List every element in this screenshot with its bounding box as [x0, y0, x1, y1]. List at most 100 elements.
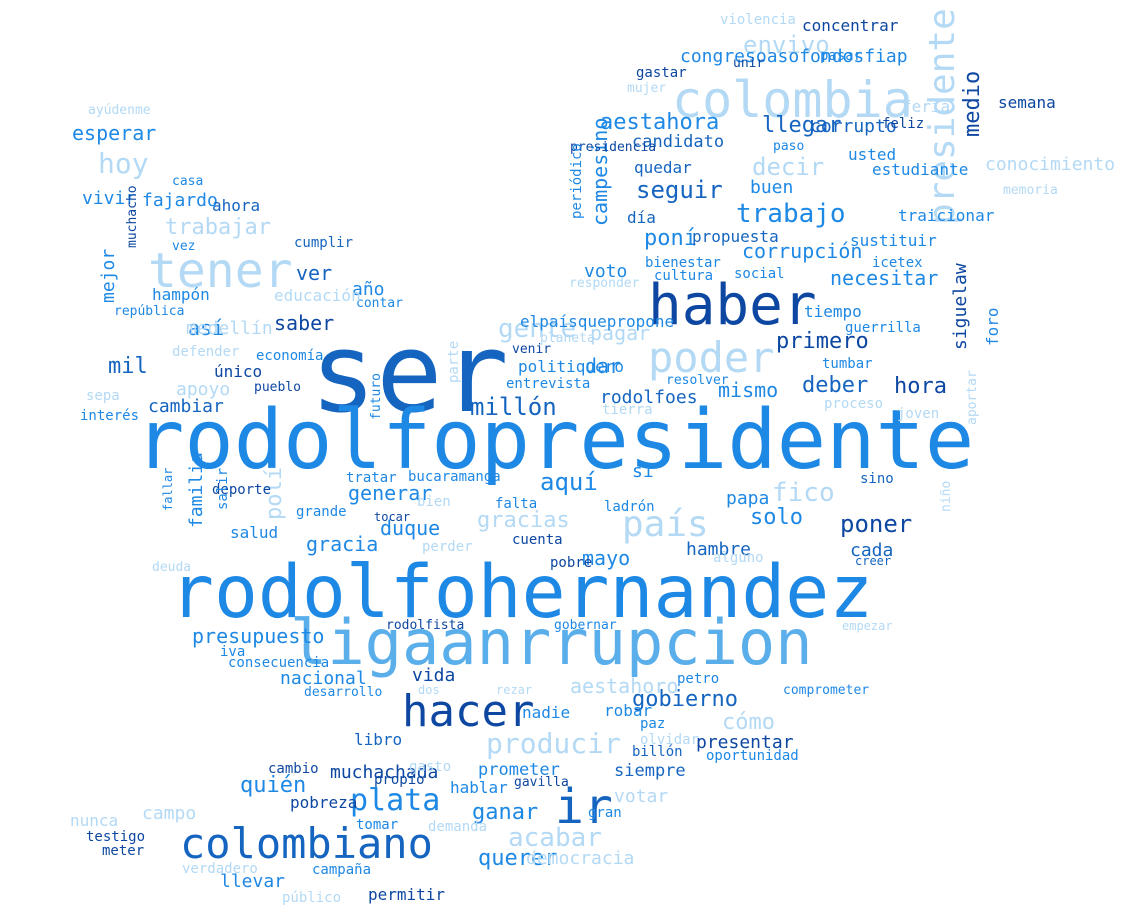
- word-salir: salir: [215, 467, 231, 510]
- word-tumbar: tumbar: [822, 356, 873, 372]
- word-planeta: planeta: [540, 331, 595, 346]
- word-rezar: rezar: [496, 683, 533, 697]
- word-mismo: mismo: [718, 378, 779, 402]
- word-gavilla: gavilla: [514, 775, 569, 790]
- word-responder: responder: [569, 276, 640, 291]
- word-duque: duque: [380, 516, 441, 540]
- word-resolver: resolver: [666, 373, 729, 388]
- word-democracia: democracia: [526, 848, 635, 869]
- word-poni: poní: [644, 226, 697, 251]
- word-deporte: deporte: [212, 482, 272, 498]
- word-grande: grande: [296, 504, 347, 520]
- word-como: cómo: [722, 710, 775, 735]
- word-quien: quién: [240, 773, 307, 798]
- word-producir: producir: [486, 727, 621, 760]
- word-violencia: violencia: [720, 12, 796, 28]
- word-creer: creer: [855, 554, 892, 568]
- word-unico: único: [214, 362, 263, 381]
- word-social: social: [734, 266, 785, 282]
- word-parte: parte: [446, 340, 462, 383]
- word-hora: hora: [894, 374, 947, 399]
- word-dos: dos: [418, 683, 440, 697]
- word-aestahora: aestahora: [600, 110, 720, 135]
- word-papa: papa: [726, 488, 770, 509]
- word-ser: ser: [310, 309, 509, 437]
- word-hoy: hoy: [98, 147, 149, 180]
- word-solo: solo: [750, 505, 803, 530]
- word-usted: usted: [848, 145, 897, 164]
- word-falta: falta: [495, 496, 538, 512]
- word-icetex: icetex: [872, 255, 923, 271]
- word-campana: campaña: [312, 862, 372, 878]
- word-entrevista: entrevista: [506, 376, 591, 392]
- word-billon: billón: [632, 744, 683, 760]
- word-joven: joven: [897, 406, 940, 422]
- word-hablar: hablar: [450, 778, 508, 797]
- word-si: si: [632, 461, 654, 482]
- word-vivir: vivir: [82, 188, 137, 209]
- word-dia: día: [627, 208, 656, 227]
- word-pagar: pagar: [590, 321, 651, 345]
- word-colombia: colombia: [672, 71, 913, 129]
- word-pobre: pobre: [550, 555, 593, 571]
- word-ver: ver: [296, 261, 333, 285]
- word-tratar: tratar: [346, 470, 397, 486]
- word-votar: votar: [614, 786, 669, 807]
- word-perder: perder: [422, 539, 473, 555]
- word-nadie: nadie: [522, 703, 571, 722]
- word-muchachada: muchachada: [330, 762, 439, 783]
- word-cuenta: cuenta: [512, 532, 563, 548]
- word-venir: venir: [512, 342, 552, 357]
- word-fajardo: fajardo: [142, 190, 218, 211]
- word-feliz: feliz: [882, 116, 925, 132]
- word-interes: interés: [80, 408, 140, 424]
- word-conocimiento: conocimiento: [985, 154, 1116, 175]
- word-cambio: cambio: [268, 761, 319, 777]
- word-fallar: fallar: [161, 467, 175, 511]
- word-mujer: mujer: [627, 81, 667, 96]
- word-permitir: permitir: [368, 885, 446, 904]
- word-cambiar: cambiar: [148, 396, 224, 417]
- word-mil: mil: [108, 354, 148, 379]
- word-sino: sino: [860, 471, 894, 487]
- word-demanda: demanda: [428, 819, 488, 835]
- word-publico: público: [282, 890, 342, 906]
- word-libro: libro: [354, 730, 403, 749]
- word-muchacho: muchacho: [125, 185, 140, 248]
- word-primero: primero: [776, 329, 869, 354]
- word-aestahoro: aestahoro: [570, 674, 679, 698]
- word-esperar: esperar: [72, 121, 157, 145]
- word-rodolfista: rodolfista: [386, 618, 465, 633]
- word-presentar: presentar: [696, 732, 794, 753]
- word-deber: deber: [802, 373, 869, 398]
- word-gran: gran: [588, 805, 622, 821]
- word-proceso: proceso: [824, 396, 884, 412]
- word-cultura: cultura: [654, 268, 714, 284]
- word-apoyo: apoyo: [176, 379, 231, 400]
- word-presupuesto: presupuesto: [192, 624, 325, 648]
- word-acabar: acabar: [508, 823, 602, 853]
- word-campesino: campesino: [588, 117, 612, 226]
- word-ayudenme: ayúdenme: [88, 103, 151, 118]
- word-tomar: tomar: [356, 817, 399, 833]
- word-robar: robar: [604, 701, 653, 720]
- word-nunca: nunca: [70, 811, 119, 830]
- word-defender: defender: [172, 344, 240, 360]
- word-presidente: presidente: [922, 8, 963, 225]
- word-contar: contar: [356, 296, 403, 311]
- word-generar: generar: [348, 481, 433, 505]
- word-gobernar: gobernar: [554, 618, 617, 633]
- word-hacer: hacer: [402, 686, 535, 737]
- word-vida: vida: [412, 665, 456, 686]
- word-fico: fico: [772, 478, 835, 508]
- word-verdadero: verdadero: [182, 861, 258, 877]
- word-olvidar: olvidar: [640, 732, 700, 748]
- word-siguelaw: siguelaw: [950, 263, 971, 350]
- word-casa: casa: [172, 174, 204, 189]
- word-ano: año: [352, 279, 385, 300]
- word-tierra: tierra: [602, 402, 653, 418]
- word-pais: país: [622, 504, 709, 545]
- word-guerrilla: guerrilla: [845, 320, 921, 336]
- word-siempre: siempre: [614, 761, 686, 781]
